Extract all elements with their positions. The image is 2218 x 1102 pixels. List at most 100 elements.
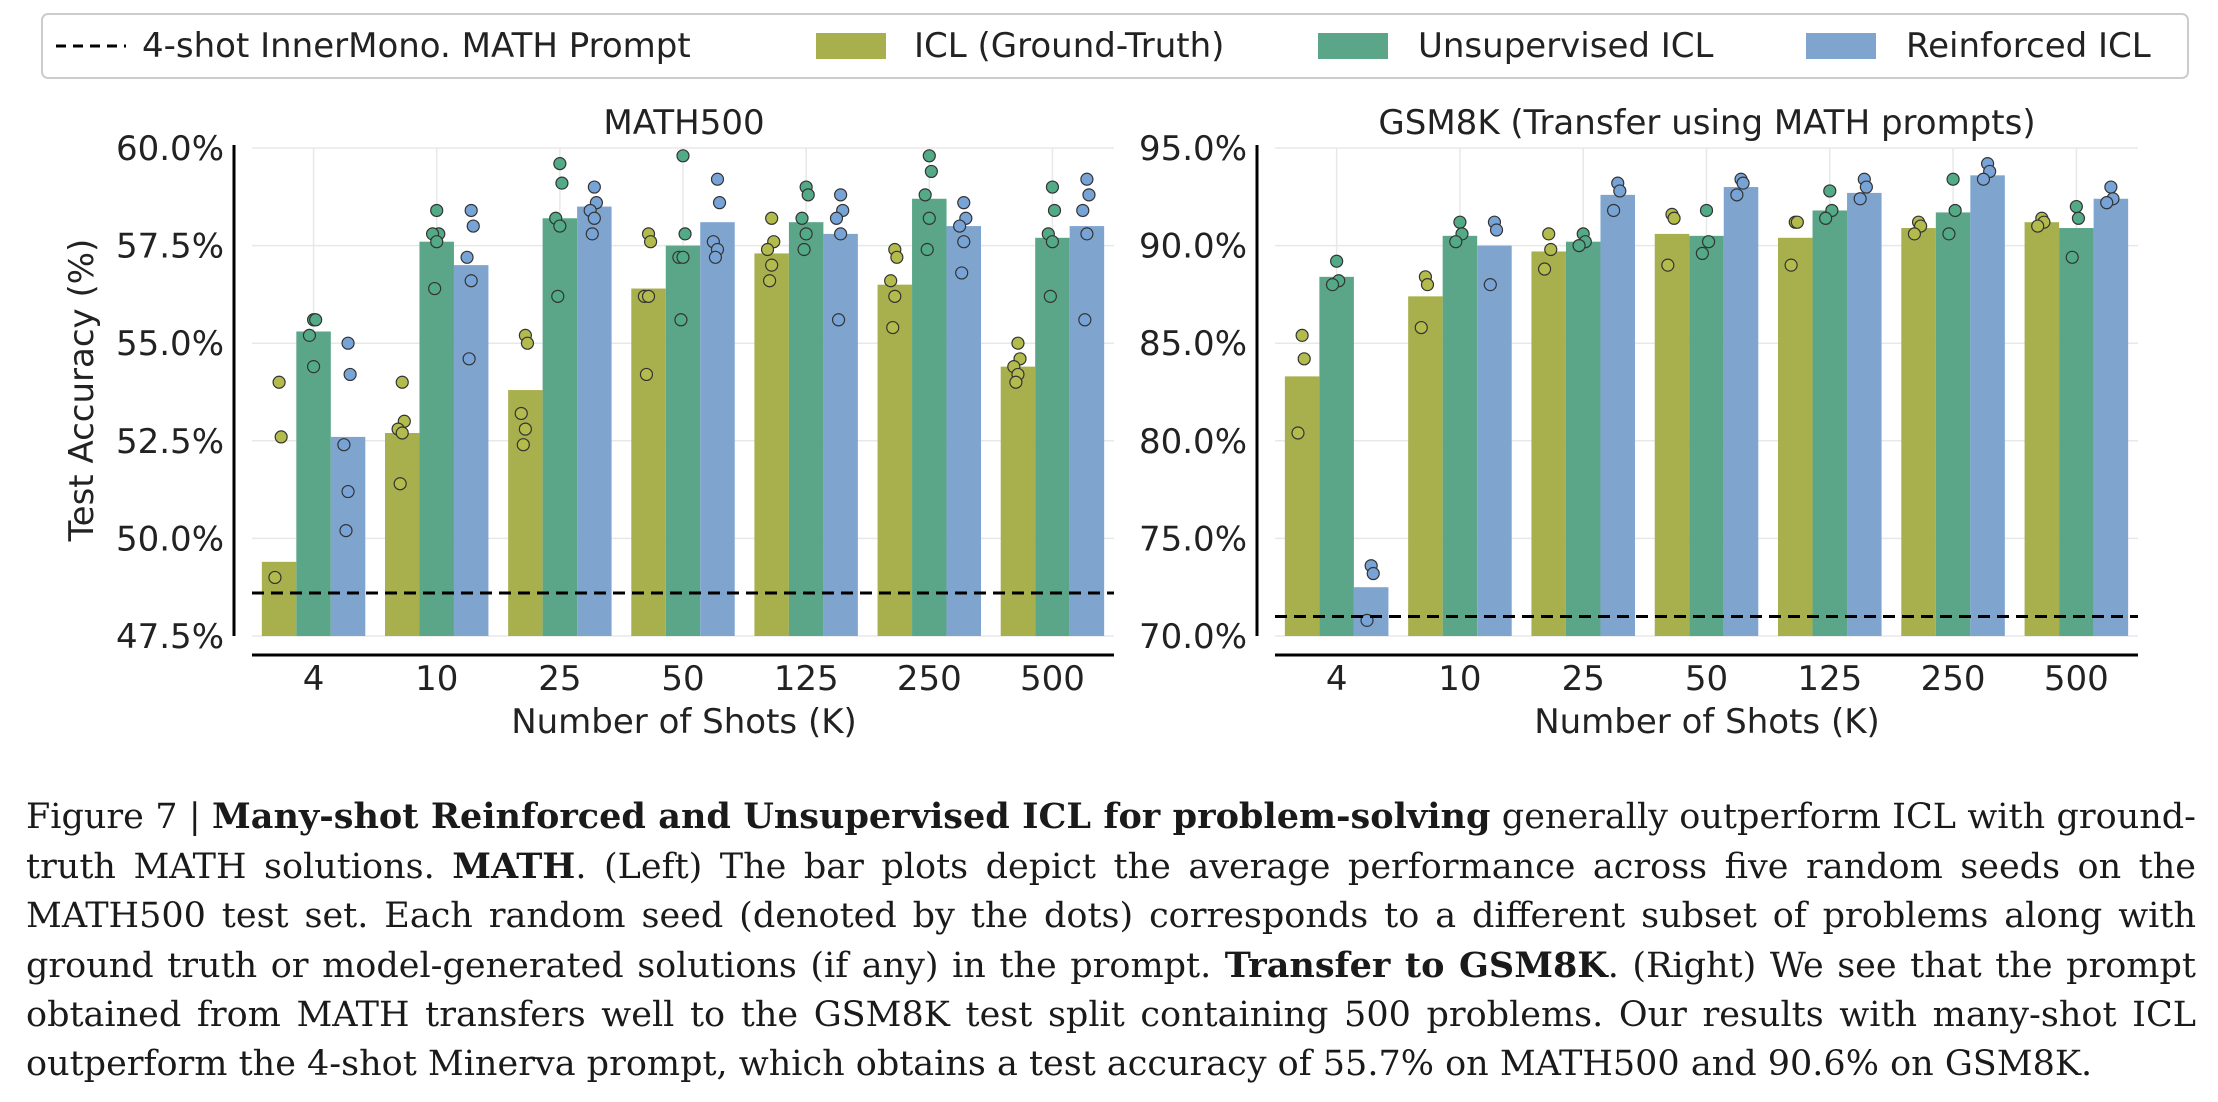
caption-text-2: . (Left) The bar plots depict the averag… <box>26 847 2196 986</box>
math500-y-tick-label: 47.5% <box>116 617 224 657</box>
math500-seed-dot-icl <box>1011 336 1025 350</box>
gsm8k-panel: 70.0% 75.0% 80.0% 85.0% 90.0% 95.0% 4 10 25 50 12… <box>1139 103 2138 742</box>
math500-seed-dot-unsup <box>430 235 444 249</box>
math500-seed-dot-icl <box>1009 375 1023 389</box>
legend: 4-shot InnerMono. MATH Prompt ICL (Groun… <box>41 13 2189 79</box>
math500-bar-unsup <box>788 222 824 636</box>
gsm8k-seed-dot-unsup <box>2065 250 2079 264</box>
math500-y-ticks: 47.5% 50.0% 52.5% 55.0% 57.5% 60.0% <box>116 129 224 657</box>
math500-bar-unsup <box>542 218 578 636</box>
math500-seed-dot-icl <box>518 422 532 436</box>
gsm8k-bar-reinf <box>1970 175 2005 636</box>
math500-seed-dot-unsup <box>922 149 936 163</box>
gsm8k-seed-dot-icl <box>1790 215 1804 229</box>
gsm8k-seed-dot-unsup <box>2071 211 2086 225</box>
math500-seed-dot-reinf <box>955 266 969 280</box>
math500-seed-dot-icl <box>886 320 900 335</box>
gsm8k-bar-reinf <box>1477 245 1512 636</box>
math500-seed-dot-icl <box>516 438 530 452</box>
gsm8k-seed-dot-icl <box>1544 242 1558 257</box>
math500-seed-dot-reinf <box>337 438 351 452</box>
gsm8k-y-ticks: 70.0% 75.0% 80.0% 85.0% 90.0% 95.0% <box>1139 129 1247 657</box>
math500-seed-dot-reinf <box>953 219 967 233</box>
gsm8k-x-tick-label: 10 <box>1438 659 1481 699</box>
gsm8k-seed-dot-unsup <box>1942 227 1956 241</box>
math500-seed-dot-reinf <box>957 235 971 249</box>
gsm8k-seed-dot-unsup <box>1823 184 1837 198</box>
gsm8k-seed-dot-icl <box>1537 262 1552 276</box>
gsm8k-bars <box>1284 175 2129 637</box>
gsm8k-seed-dot-reinf <box>2100 196 2114 210</box>
gsm8k-y-tick-label: 70.0% <box>1139 617 1247 657</box>
math500-seed-dot-unsup <box>920 242 934 257</box>
gsm8k-bar-reinf <box>2093 198 2129 636</box>
legend-unsup-swatch <box>1318 33 1388 59</box>
math500-x-tick-label: 25 <box>538 659 581 699</box>
math500-seed-dot-icl <box>884 274 898 288</box>
math500-seed-dot-icl <box>762 274 777 288</box>
caption-text-1: generally outperform ICL with ground-tru… <box>26 797 2197 887</box>
math500-seed-dot-icl <box>274 430 288 444</box>
gsm8k-x-tick-label: 25 <box>1562 659 1605 699</box>
gsm8k-bar-reinf <box>1600 194 1635 636</box>
gsm8k-seed-dot-icl <box>1542 227 1556 241</box>
gsm8k-bar-icl <box>1408 296 1443 636</box>
math500-panel: 47.5% 50.0% 52.5% 55.0% 57.5% 60.0% 4 10 25 50 12… <box>62 103 1114 742</box>
legend-reinf-swatch <box>1806 33 1876 59</box>
math500-seed-dot-unsup <box>797 242 811 257</box>
math500-seed-dot-reinf <box>1080 227 1094 241</box>
math500-seed-dot-unsup <box>924 164 938 179</box>
math500-x-tick-label: 125 <box>774 659 839 699</box>
math500-seed-dot-unsup <box>553 157 567 171</box>
math500-seed-dot-unsup <box>430 203 444 218</box>
caption-bold-math: MATH <box>452 846 576 887</box>
math500-seed-dot-unsup <box>555 176 569 190</box>
math500-seed-dot-icl <box>643 235 658 249</box>
math500-seed-dot-unsup <box>309 313 323 327</box>
gsm8k-seed-dot-reinf <box>1366 566 1380 581</box>
math500-seed-dot-unsup <box>674 313 688 327</box>
gsm8k-y-tick-label: 75.0% <box>1139 519 1247 559</box>
math500-seed-dot-unsup <box>678 227 692 241</box>
math500-seed-dots <box>268 149 1096 585</box>
math500-seed-dot-reinf <box>1082 188 1096 202</box>
math500-seed-dot-reinf <box>957 196 971 210</box>
gsm8k-bar-unsup <box>1935 212 1971 636</box>
gsm8k-seed-dot-unsup <box>1946 172 1960 186</box>
gsm8k-seed-dot-icl <box>1420 278 1435 292</box>
math500-y-tick-label: 60.0% <box>116 129 224 169</box>
math500-seed-dot-reinf <box>585 227 599 241</box>
math500-y-tick-label: 57.5% <box>116 227 224 267</box>
math500-bar-unsup <box>665 245 701 636</box>
math500-seed-dot-reinf <box>464 203 478 218</box>
gsm8k-seed-dot-reinf <box>1613 184 1627 198</box>
math500-seed-dot-icl <box>393 477 407 491</box>
gsm8k-bar-unsup <box>1442 235 1478 636</box>
math500-seed-dot-reinf <box>1078 313 1092 327</box>
math500-x-ticks: 4 10 25 50 125 250 500 <box>303 659 1085 699</box>
math500-seed-dot-reinf <box>341 484 355 499</box>
math500-seed-dot-unsup <box>676 149 690 163</box>
gsm8k-seed-dot-reinf <box>1859 180 1873 194</box>
gsm8k-seed-dots <box>1291 157 2120 627</box>
math500-bar-unsup <box>1035 237 1070 637</box>
gsm8k-seed-dot-icl <box>1661 258 1675 272</box>
math500-seed-dot-unsup <box>1045 180 1060 194</box>
math500-bar-icl <box>877 284 913 636</box>
math500-seed-dot-unsup <box>306 360 321 374</box>
gsm8k-seed-dot-unsup <box>1330 254 1344 268</box>
gsm8k-seed-dot-unsup <box>1572 239 1586 253</box>
math500-bar-icl <box>384 432 420 636</box>
math500-seed-dot-unsup <box>1043 289 1057 303</box>
math500-seed-dot-reinf <box>708 250 723 264</box>
gsm8k-x-tick-label: 125 <box>1797 659 1862 699</box>
math500-bar-reinf <box>700 222 735 636</box>
gsm8k-bar-unsup <box>1319 276 1354 636</box>
math500-bar-reinf <box>823 233 858 636</box>
math500-seed-dot-icl <box>765 211 779 225</box>
figure-caption: Figure 7 | Many-shot Reinforced and Unsu… <box>26 792 2196 1089</box>
math500-seed-dot-unsup <box>799 227 813 241</box>
gsm8k-y-tick-label: 95.0% <box>1139 129 1247 169</box>
math500-x-tick-label: 250 <box>897 659 962 699</box>
math500-seed-dot-reinf <box>341 336 355 350</box>
